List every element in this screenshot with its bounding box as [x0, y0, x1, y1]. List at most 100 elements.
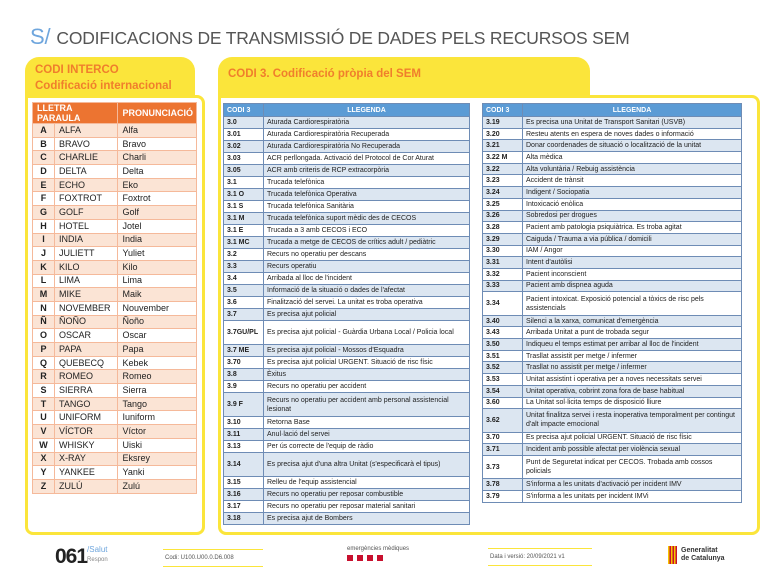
pronunciation-cell: Jotel: [117, 218, 197, 234]
table-row: 3.51 Trasllat assistit per metge / inferm…: [482, 349, 742, 363]
codi3-tab: CODI 3. Codificació pròpia del SEM: [218, 57, 590, 99]
word-cell: VÍCTOR: [53, 424, 119, 439]
col-legend: LLEGENDA: [522, 103, 742, 117]
interco-tab: CODI INTERCO Codificació internacional: [25, 57, 195, 99]
document-code: Codi: U100.U00.0.D6.008: [163, 549, 263, 567]
table-row: 3.23 Accident de trànsit: [482, 174, 742, 188]
code-cell: 3.22: [482, 162, 523, 176]
code-cell: 3.7 ME: [223, 344, 264, 357]
letter-cell: D: [32, 164, 55, 179]
pronunciation-cell: Uiski: [117, 437, 197, 453]
pronunciation-cell: India: [117, 232, 197, 248]
word-cell: HOTEL: [53, 218, 119, 234]
letter-cell: J: [32, 246, 55, 261]
table-row: 3.7 Es precisa ajut policial: [223, 308, 470, 321]
word-cell: MIKE: [53, 287, 119, 302]
table-row: 3.7GU/PL Es precisa ajut policial - Guàrd…: [223, 320, 470, 345]
code-cell: 3.70: [223, 356, 264, 369]
word-cell: KILO: [53, 259, 119, 275]
word-cell: INDIA: [53, 232, 119, 248]
code-cell: 3.14: [223, 452, 264, 477]
table-row: B BRAVO Bravo: [32, 136, 197, 152]
letter-cell: X: [32, 451, 55, 467]
letter-cell: R: [32, 369, 55, 385]
table-row: G GOLF Golf: [32, 205, 197, 220]
code-cell: 3.50: [482, 338, 523, 351]
legend-cell: Es precisa ajut policial URGENT. Situaci…: [522, 431, 742, 445]
code-cell: 3.5: [223, 284, 264, 297]
table-row: 3.8 Èxitus: [223, 368, 470, 381]
table-row: 3.78 S'informa a les unitats d'activació …: [482, 478, 742, 492]
table-row: 3.6 Finalització del servei. La unitat es…: [223, 296, 470, 309]
logo-number: 061: [55, 545, 88, 568]
legend-cell: Es precisa ajut de Bombers: [263, 512, 470, 525]
table-row: 3.22 Alta voluntària / Rebuig assistència: [482, 162, 742, 176]
table-row: 3.9 F Recurs no operatiu per accident amb…: [223, 392, 470, 417]
table-row: 3.21 Donar coordenades de situació o loca…: [482, 139, 742, 153]
table-row: 3.70 Es precisa ajut policial URGENT. Sit…: [223, 356, 470, 369]
word-cell: FOXTROT: [53, 191, 119, 207]
code-cell: 3.13: [223, 440, 264, 453]
pronunciation-cell: Foxtrot: [117, 191, 197, 207]
table-row: 3.54 Unitat operativa, cobrint zona fora …: [482, 384, 742, 398]
table-row: 3.34 Pacient intoxicat. Exposició potenci…: [482, 291, 742, 316]
code-cell: 3.54: [482, 384, 523, 398]
table-row: 3.28 Pacient amb patologia psiquiàtrica. …: [482, 221, 742, 234]
table-row: H HOTEL Jotel: [32, 218, 197, 234]
code-cell: 3.15: [223, 476, 264, 489]
table-row: 3.4 Arribada al lloc de l'incident: [223, 272, 470, 285]
logo-mark: S/: [30, 24, 51, 49]
pronunciation-cell: Kebek: [117, 355, 197, 371]
logo-salut: /Salut: [87, 545, 108, 554]
table-row: 3.53 Unitat assistint i operativa per a n…: [482, 373, 742, 386]
legend-cell: Trucada a metge de CECOS de crítics adul…: [263, 236, 470, 249]
word-cell: TANGO: [53, 396, 119, 412]
word-cell: QUEBECQ: [53, 355, 119, 371]
legend-cell: Indiqueu el temps estimat per arribar al…: [522, 338, 742, 351]
letter-cell: P: [32, 342, 55, 357]
legend-cell: Per ús correcte de l'equip de ràdio: [263, 440, 470, 453]
table-row: 3.10 Retorna Base: [223, 416, 470, 429]
letter-cell: O: [32, 328, 55, 343]
col-pronunciation: PRONUNCIACIÓ: [117, 102, 197, 124]
table-row: 3.52 Trasllat no assistit per metge / inf…: [482, 361, 742, 375]
legend-cell: Sobredosi per drogues: [522, 209, 742, 223]
code-cell: 3.3: [223, 260, 264, 273]
page-title: S/CODIFICACIONS DE TRANSMISSIÓ DE DADES …: [30, 24, 630, 50]
gen-line2: de Catalunya: [681, 555, 725, 562]
table-row: C CHARLIE Charli: [32, 150, 197, 166]
code-cell: 3.2: [223, 248, 264, 261]
061-logo: 061/Salut Respon: [55, 545, 108, 569]
table-row: 3.18 Es precisa ajut de Bombers: [223, 512, 470, 525]
table-row: W WHISKY Uiski: [32, 437, 197, 453]
code-cell: 3.60: [482, 396, 523, 410]
code-cell: 3.22 M: [482, 151, 523, 164]
code-cell: 3.53: [482, 373, 523, 386]
word-cell: LIMA: [53, 273, 119, 289]
legend-cell: Es precisa ajut policial - Guàrdia Urban…: [263, 320, 470, 345]
table-row: Ñ ÑOÑO Ñoño: [32, 314, 197, 330]
code-cell: 3.01: [223, 128, 264, 141]
code-cell: 3.9: [223, 380, 264, 393]
legend-cell: Unitat assistint i operativa per a noves…: [522, 373, 742, 386]
pronunciation-cell: Alfa: [117, 123, 197, 138]
pronunciation-cell: Ñoño: [117, 314, 197, 330]
legend-cell: Recurs no operatiu per accident: [263, 380, 470, 393]
legend-cell: Unitat finalitza servei i resta inoperat…: [522, 408, 742, 433]
code-cell: 3.34: [482, 291, 523, 316]
word-cell: ROMEO: [53, 369, 119, 385]
legend-cell: Indigent / Sociopatia: [522, 186, 742, 199]
pronunciation-cell: Kilo: [117, 259, 197, 275]
word-cell: ECHO: [53, 177, 119, 193]
legend-cell: Punt de Seguretat indicat per CECOS. Tro…: [522, 454, 742, 480]
pronunciation-cell: Eko: [117, 177, 197, 193]
code-cell: 3.71: [482, 443, 523, 456]
code-cell: 3.26: [482, 209, 523, 223]
code-cell: 3.4: [223, 272, 264, 285]
letter-cell: G: [32, 205, 55, 220]
code-cell: 3.7: [223, 308, 264, 321]
legend-cell: S'informa a les unitats per incident IMV…: [522, 490, 742, 503]
table-row: A ALFA Alfa: [32, 123, 197, 138]
code-cell: 3.78: [482, 478, 523, 492]
table-row: 3.73 Punt de Seguretat indicat per CECOS.…: [482, 454, 742, 480]
